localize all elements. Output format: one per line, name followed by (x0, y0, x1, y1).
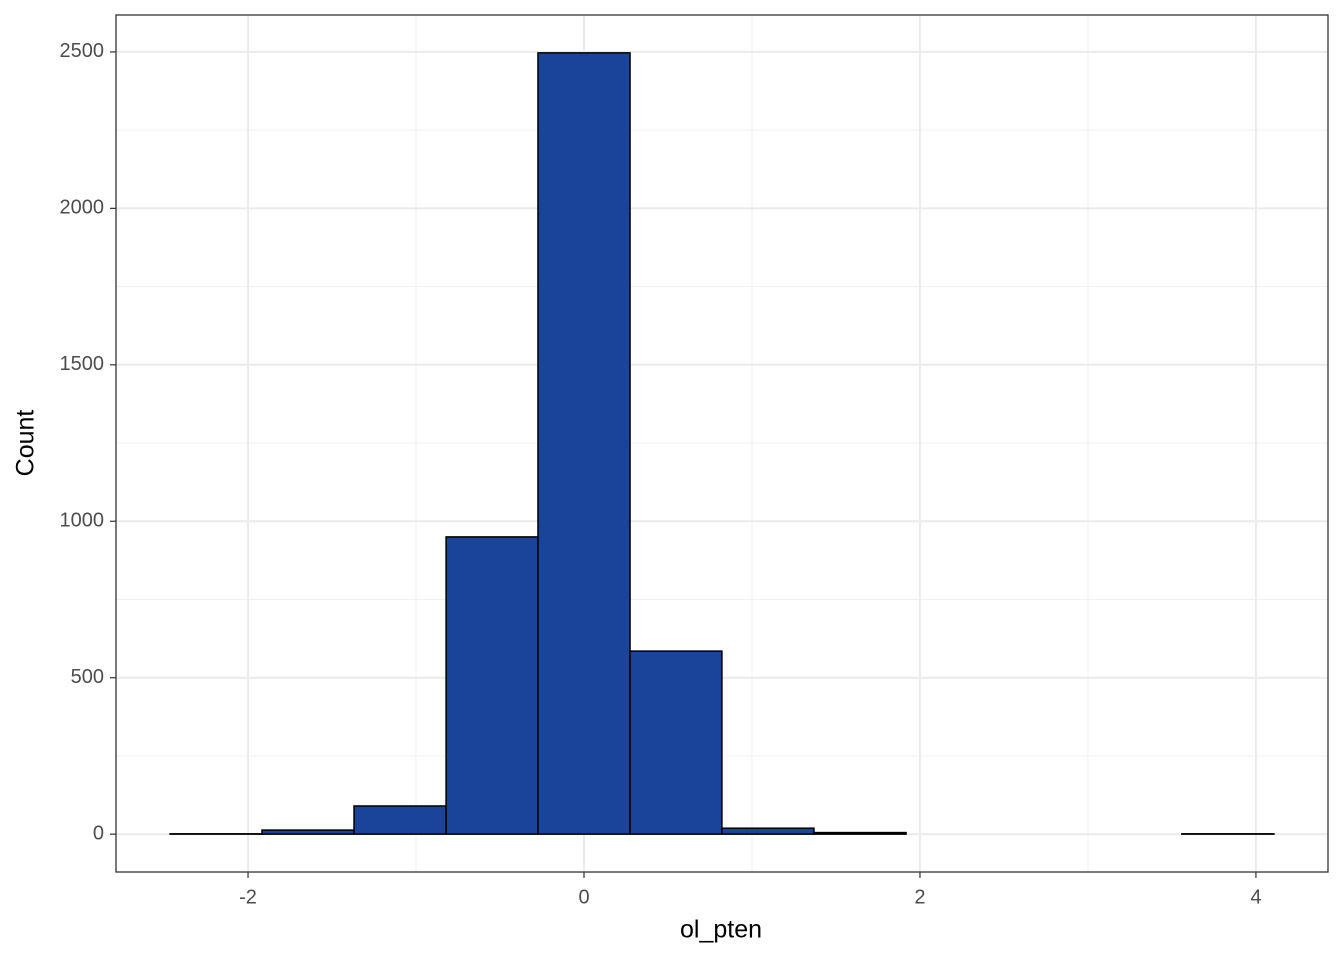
bar (721, 827, 815, 835)
bar (813, 831, 907, 835)
x-tick-label: -2 (239, 886, 257, 908)
bar (353, 805, 447, 835)
bar (629, 650, 723, 835)
x-tick-label: 2 (914, 886, 925, 908)
y-tick-label: 1000 (60, 510, 105, 532)
bar (445, 536, 539, 835)
y-tick-label: 1500 (60, 353, 105, 375)
x-axis-title: ol_pten (680, 916, 762, 944)
x-tick-label: 4 (1250, 886, 1261, 908)
y-tick-label: 2500 (60, 40, 105, 62)
y-tick-label: 500 (71, 666, 104, 688)
y-tick-label: 0 (93, 822, 104, 844)
y-tick-label: 2000 (60, 197, 105, 219)
x-tick-label: 0 (578, 886, 589, 908)
bar (261, 829, 355, 835)
plot-border (115, 14, 1329, 873)
y-axis-title: Count (12, 410, 40, 477)
bar (537, 52, 631, 835)
